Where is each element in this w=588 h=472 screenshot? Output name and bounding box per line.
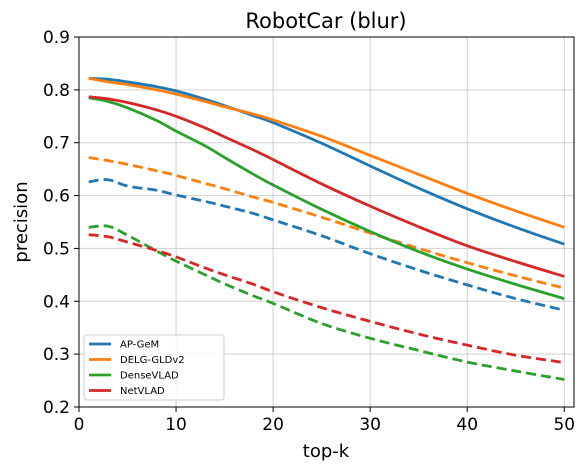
series-line-0-solid — [88, 76, 565, 246]
y-tick-label: 0.9 — [43, 28, 70, 48]
series-line-3-solid — [88, 95, 565, 278]
legend-label: DenseVLAD — [120, 371, 179, 382]
y-tick-label: 0.7 — [43, 134, 70, 154]
series-line-7-dashed — [88, 233, 565, 364]
x-axis-label: top-k — [303, 441, 350, 462]
legend-label: NetVLAD — [120, 386, 165, 397]
series-line-6-dashed — [88, 224, 565, 381]
y-tick-label: 0.3 — [43, 345, 70, 365]
legend: AP-GeM DELG-GLDv2 DenseVLAD NetVLAD — [83, 334, 225, 401]
x-tick-label: 50 — [553, 415, 575, 435]
plot-area-frame — [78, 36, 575, 408]
y-tick-label: 0.4 — [43, 292, 70, 312]
legend-label: DELG-GLDv2 — [120, 355, 185, 366]
y-tick-label: 0.6 — [43, 187, 70, 207]
y-tick-label: 0.2 — [43, 398, 70, 418]
x-tick-label: 30 — [359, 415, 381, 435]
legend-entries: AP-GeM DELG-GLDv2 DenseVLAD NetVLAD — [89, 340, 185, 397]
legend-label: AP-GeM — [120, 340, 159, 351]
x-tick-label: 40 — [456, 415, 478, 435]
x-axis-ticks: 0 10 20 30 40 50 — [74, 407, 575, 435]
legend-box — [83, 334, 225, 401]
series-lines — [88, 76, 565, 381]
x-tick-label: 10 — [165, 415, 187, 435]
y-axis-ticks: 0.2 0.3 0.4 0.5 0.6 0.7 0.8 0.9 — [43, 28, 79, 418]
series-line-4-dashed — [88, 178, 565, 312]
chart-title: RobotCar (blur) — [245, 9, 406, 33]
y-tick-label: 0.8 — [43, 81, 70, 101]
x-tick-label: 20 — [262, 415, 284, 435]
x-tick-label: 0 — [74, 415, 85, 435]
series-line-1-solid — [88, 76, 565, 229]
y-axis-label: precision — [11, 181, 32, 262]
y-tick-label: 0.5 — [43, 239, 70, 259]
series-line-5-dashed — [88, 156, 565, 290]
series-line-2-solid — [88, 96, 565, 300]
